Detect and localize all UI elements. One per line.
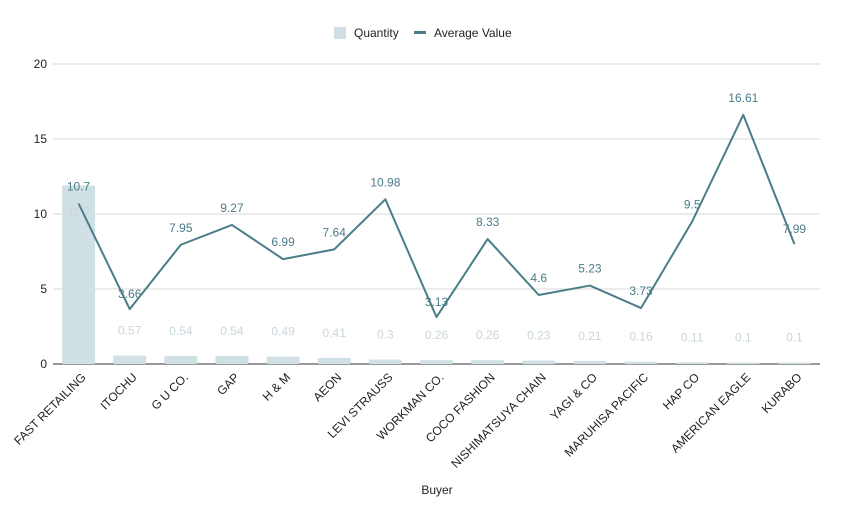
bar-value-label: 0.49 — [271, 325, 295, 339]
x-tick-label-kurabo: KURABO — [759, 370, 805, 416]
x-tick-label-maruhisa-pacific: MARUHISA PACIFIC — [562, 370, 652, 460]
line-value-label: 7.99 — [783, 222, 807, 236]
line-value-label: 3.66 — [118, 287, 142, 301]
bar-coco-fashion — [471, 360, 505, 364]
bar-maruhisa-pacific — [624, 361, 658, 364]
quantity-bars — [62, 185, 811, 364]
legend-label-average-value: Average Value — [434, 26, 512, 40]
line-value-label: 10.98 — [370, 175, 400, 189]
x-tick-label-fast-retailing: FAST RETAILING — [11, 370, 88, 447]
legend-swatch-quantity — [334, 27, 346, 39]
bar-g-u-co — [164, 355, 198, 364]
bar-value-label: 0.41 — [323, 326, 347, 340]
x-tick-label-nishimatsuya-chain: NISHIMATSUYA CHAIN — [448, 370, 549, 471]
line-value-label: 3.13 — [425, 295, 449, 309]
gridlines — [53, 63, 820, 365]
line-value-label: 9.5 — [684, 198, 701, 212]
bar-nishimatsuya-chain — [522, 360, 556, 364]
x-tick-label-itochu: ITOCHU — [98, 370, 140, 412]
line-value-label: 9.27 — [220, 201, 244, 215]
line-value-label: 6.99 — [271, 235, 295, 249]
line-value-label: 5.23 — [578, 262, 602, 276]
x-tick-label-g-u-co: G U CO. — [149, 370, 191, 412]
legend: Quantity Average Value — [334, 26, 512, 40]
average-value-line — [77, 113, 796, 319]
y-tick-label: 0 — [40, 357, 47, 371]
bar-value-label: 0.21 — [578, 329, 602, 343]
x-tick-label-h-m: H & M — [260, 370, 293, 403]
bar-value-label: 0.11 — [681, 330, 704, 344]
bar-fast-retailing — [62, 185, 96, 364]
x-tick-label-gap: GAP — [214, 370, 242, 398]
bar-workman-co — [420, 360, 453, 364]
bar-value-label: 0.54 — [220, 324, 244, 338]
bar-kurabo — [777, 362, 811, 364]
bar-levi-strauss — [368, 359, 402, 364]
bar-value-label: 0.23 — [527, 329, 551, 343]
y-tick-label: 5 — [40, 282, 47, 296]
bar-value-label: 0.26 — [425, 328, 449, 342]
x-axis-ticks: FAST RETAILING ITOCHU G U CO. GAP H & M AEONL… — [11, 370, 804, 471]
bar-value-label: 0.1 — [735, 331, 752, 345]
line-value-label: 16.61 — [728, 91, 758, 105]
bar-value-label: 0.57 — [118, 323, 142, 337]
line-value-label: 3.73 — [629, 284, 653, 298]
legend-label-quantity: Quantity — [354, 26, 399, 40]
average-value-labels: 10.7 3.66 7.95 9.27 6.99 7.64 10.98 3.13 8.33 4.6… — [67, 91, 807, 309]
bar-value-label: 0.16 — [629, 330, 653, 344]
y-tick-label: 10 — [34, 207, 48, 221]
bar-hap-co — [675, 362, 709, 364]
bar-value-label: 0.54 — [169, 324, 193, 338]
average-value-polyline — [77, 113, 796, 319]
bar-value-label: 0.3 — [377, 328, 394, 342]
bar-value-label: 0.1 — [786, 331, 803, 345]
line-value-label: 10.7 — [67, 180, 91, 194]
bar-itochu — [113, 355, 147, 364]
quantity-labels: 11.9 0.57 0.54 0.54 0.49 0.41 0.3 0.26 0.26 0.23 0… — [67, 205, 803, 345]
y-tick-label: 15 — [34, 132, 48, 146]
bar-aeon — [317, 357, 351, 364]
x-tick-label-aeon: AEON — [310, 370, 344, 404]
bar-yagi-co — [573, 360, 607, 364]
line-value-label: 7.95 — [169, 221, 193, 235]
y-tick-label: 20 — [34, 57, 48, 71]
bar-american-eagle — [726, 362, 760, 364]
line-value-label: 4.6 — [530, 271, 547, 285]
line-value-label: 7.64 — [323, 225, 347, 239]
x-tick-label-hap-co: HAP CO — [660, 370, 702, 412]
legend-swatch-average-value — [414, 31, 426, 34]
x-axis-title: Buyer — [421, 483, 452, 497]
bar-h-m — [266, 356, 300, 364]
y-axis-ticks: 0 5 10 15 20 — [34, 57, 48, 371]
line-value-label: 8.33 — [476, 215, 500, 229]
x-tick-label-yagi-co: YAGI & CO — [547, 370, 600, 423]
bar-value-label: 11.9 — [67, 205, 90, 219]
bar-gap — [215, 355, 249, 364]
bar-value-label: 0.26 — [476, 328, 500, 342]
